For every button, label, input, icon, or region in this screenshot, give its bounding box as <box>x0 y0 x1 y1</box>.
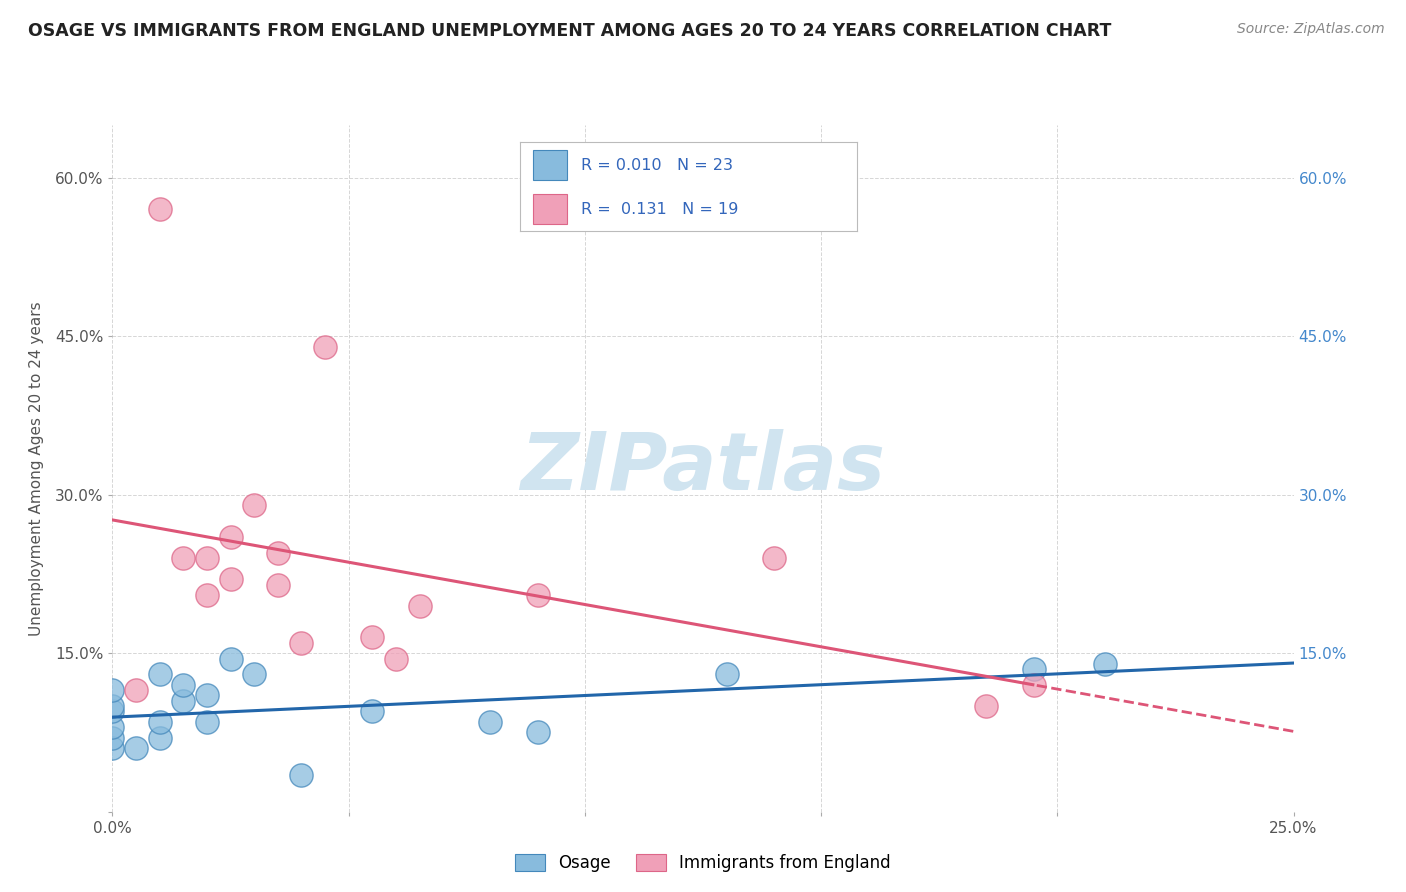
Point <box>172 678 194 692</box>
Point <box>101 741 124 756</box>
Point <box>314 340 336 354</box>
Point <box>101 699 124 714</box>
Point <box>219 572 242 586</box>
Point <box>976 699 998 714</box>
Point <box>195 588 218 602</box>
Point <box>219 651 242 665</box>
Point <box>479 714 502 729</box>
Point <box>243 667 266 681</box>
Point <box>290 635 312 649</box>
Text: ZIPatlas: ZIPatlas <box>520 429 886 508</box>
Point <box>243 498 266 512</box>
Point <box>172 694 194 708</box>
Point <box>195 551 218 566</box>
Point <box>385 651 408 665</box>
Y-axis label: Unemployment Among Ages 20 to 24 years: Unemployment Among Ages 20 to 24 years <box>30 301 44 636</box>
Text: Source: ZipAtlas.com: Source: ZipAtlas.com <box>1237 22 1385 37</box>
Point <box>101 731 124 745</box>
Point <box>101 720 124 734</box>
Point <box>267 577 290 591</box>
Point <box>361 631 384 645</box>
Point <box>101 704 124 718</box>
Point <box>526 725 548 739</box>
Point <box>149 714 172 729</box>
Point <box>149 202 172 217</box>
Point <box>1094 657 1116 671</box>
Point <box>219 530 242 544</box>
Point <box>290 768 312 782</box>
Point <box>172 551 194 566</box>
Point <box>716 667 738 681</box>
Point <box>408 599 430 613</box>
Point <box>125 683 148 698</box>
Point <box>149 667 172 681</box>
Legend: Osage, Immigrants from England: Osage, Immigrants from England <box>515 854 891 872</box>
Point <box>526 588 548 602</box>
Point <box>1022 678 1045 692</box>
Point <box>267 546 290 560</box>
Point <box>125 741 148 756</box>
Point <box>361 704 384 718</box>
Point <box>149 731 172 745</box>
Point <box>1022 662 1045 676</box>
Point <box>762 551 785 566</box>
Point <box>195 714 218 729</box>
Text: OSAGE VS IMMIGRANTS FROM ENGLAND UNEMPLOYMENT AMONG AGES 20 TO 24 YEARS CORRELAT: OSAGE VS IMMIGRANTS FROM ENGLAND UNEMPLO… <box>28 22 1112 40</box>
Point <box>101 683 124 698</box>
Point <box>195 689 218 703</box>
